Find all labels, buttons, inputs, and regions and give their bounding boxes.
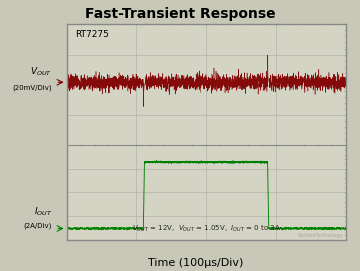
Text: (2A/Div): (2A/Div) [24,222,52,229]
Text: RT7275: RT7275 [75,30,109,39]
Text: $V_{OUT}$: $V_{OUT}$ [30,65,52,78]
Text: $V_{OUT}$ = 12V,  $V_{OUT}$ = 1.05V,  $I_{OUT}$ = 0 to 3A: $V_{OUT}$ = 12V, $V_{OUT}$ = 1.05V, $I_{… [132,224,280,234]
Text: Time (100μs/Div): Time (100μs/Div) [148,258,243,268]
Text: $I_{OUT}$: $I_{OUT}$ [34,206,52,218]
Text: RichtekTechnology: RichtekTechnology [297,233,343,238]
Text: (20mV/Div): (20mV/Div) [13,85,52,91]
Text: Fast-Transient Response: Fast-Transient Response [85,7,275,21]
